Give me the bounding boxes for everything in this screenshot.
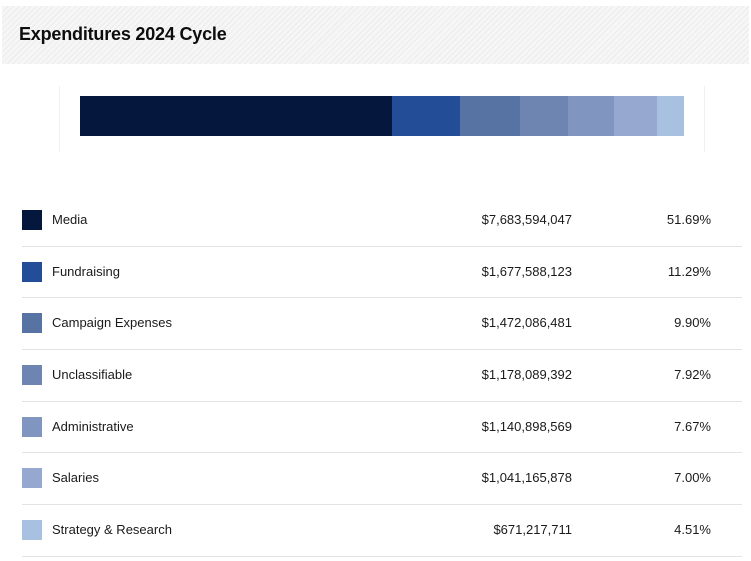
bar-segment-salaries[interactable] <box>614 96 657 136</box>
category-amount: $1,041,165,878 <box>481 470 572 486</box>
legend-swatch <box>22 210 42 230</box>
category-label: Strategy & Research <box>52 522 172 538</box>
bar-segment-campaign-expenses[interactable] <box>460 96 521 136</box>
expenditure-legend-table: Media $7,683,594,047 51.69% Fundraising $1,6… <box>22 195 742 557</box>
legend-swatch <box>22 520 42 541</box>
panel-header: Expenditures 2024 Cycle <box>2 6 749 64</box>
panel-title: Expenditures 2024 Cycle <box>19 24 227 44</box>
category-percent: 9.90% <box>674 315 711 331</box>
category-percent: 51.69% <box>666 212 711 227</box>
stacked-bar <box>80 96 684 136</box>
stacked-bar-frame <box>59 86 705 152</box>
category-label: Media <box>52 212 88 227</box>
category-amount: $1,178,089,392 <box>481 367 572 383</box>
category-percent: 7.67% <box>674 418 711 434</box>
legend-row: Campaign Expenses $1,472,086,481 9.90% <box>22 298 742 351</box>
category-amount: $1,140,898,569 <box>481 418 572 434</box>
legend-row: Administrative $1,140,898,569 7.67% <box>22 402 742 454</box>
bar-segment-unclassifiable[interactable] <box>520 96 569 136</box>
legend-swatch <box>22 261 42 282</box>
category-percent: 11.29% <box>667 263 711 279</box>
legend-row: Unclassifiable $1,178,089,392 7.92% <box>22 350 742 402</box>
legend-swatch <box>22 416 42 437</box>
category-amount: $1,472,086,481 <box>481 315 572 331</box>
legend-swatch <box>22 468 42 489</box>
category-percent: 7.00% <box>674 470 711 486</box>
legend-row: Strategy & Research $671,217,711 4.51% <box>22 505 742 557</box>
legend-row: Salaries $1,041,165,878 7.00% <box>22 453 742 506</box>
legend-row: Media $7,683,594,047 51.69% <box>22 195 742 247</box>
bar-segment-media[interactable] <box>80 96 393 136</box>
legend-row: Fundraising $1,677,588,123 11.29% <box>22 247 742 299</box>
category-label: Campaign Expenses <box>52 315 172 331</box>
legend-swatch <box>22 313 42 334</box>
bar-segment-administrative[interactable] <box>568 96 615 136</box>
category-percent: 4.51% <box>674 522 711 538</box>
category-label: Fundraising <box>52 263 120 279</box>
category-label: Salaries <box>52 470 99 486</box>
category-amount: $7,683,594,047 <box>481 212 572 227</box>
category-amount: $671,217,711 <box>493 522 572 538</box>
legend-swatch <box>22 365 42 386</box>
bar-segment-fundraising[interactable] <box>392 96 461 136</box>
category-amount: $1,677,588,123 <box>481 263 572 279</box>
category-label: Administrative <box>52 418 134 434</box>
category-label: Unclassifiable <box>52 367 133 383</box>
bar-segment-strategy-research[interactable] <box>656 96 684 136</box>
category-percent: 7.92% <box>674 367 711 383</box>
